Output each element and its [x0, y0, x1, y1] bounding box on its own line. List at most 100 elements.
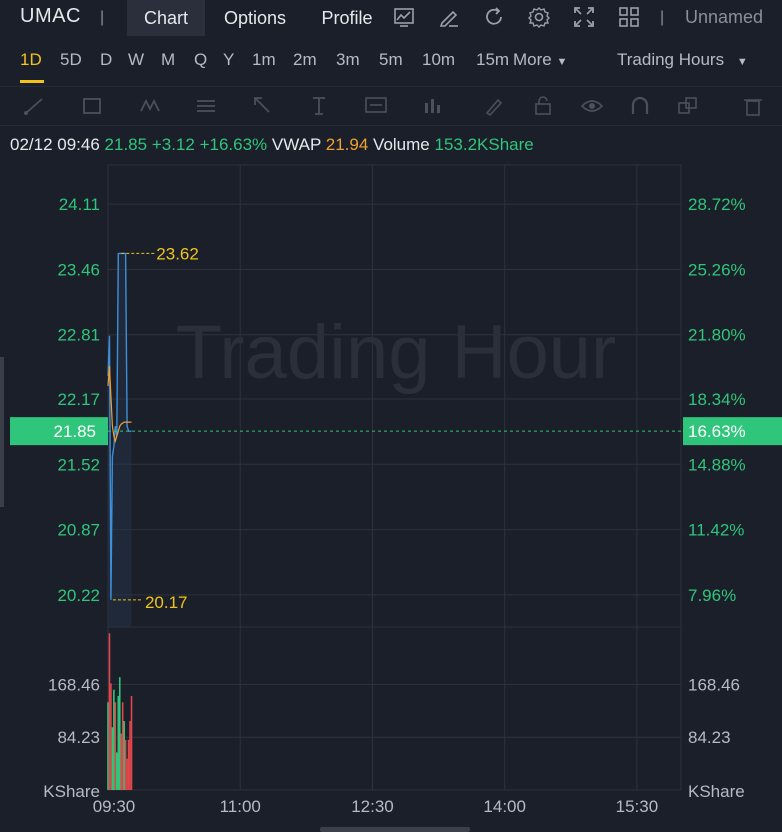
settings-icon[interactable]	[526, 4, 552, 30]
period-1m[interactable]: 1m	[252, 50, 276, 69]
volume-bar	[124, 739, 127, 790]
ticker-symbol: UMAC	[20, 5, 81, 27]
current-price-badge	[10, 417, 108, 446]
volume-bar	[114, 702, 117, 790]
pattern-icon[interactable]	[138, 93, 164, 119]
volume-bar	[107, 702, 109, 790]
period-bar: 1D 5D D W M Q Y 1m 2m 3m 5m 10m 15m More…	[0, 41, 782, 79]
refresh-icon[interactable]	[481, 4, 507, 30]
fullscreen-icon[interactable]	[571, 4, 597, 30]
pct-tick-label: 14.88%	[688, 455, 746, 474]
volume-bars	[107, 633, 133, 790]
volume-bar	[117, 695, 120, 790]
volume-bar	[130, 695, 133, 790]
period-5d[interactable]: 5D	[60, 50, 82, 69]
text-cursor-icon[interactable]	[307, 93, 333, 119]
lock-icon[interactable]	[530, 93, 556, 119]
trash-icon[interactable]	[740, 93, 766, 119]
eye-icon[interactable]	[579, 93, 605, 119]
more-label: More	[513, 50, 552, 69]
period-m[interactable]: M	[161, 50, 176, 69]
rectangle-icon[interactable]	[80, 93, 106, 119]
volume-unit-right: KShare	[688, 782, 745, 801]
high-marker-label: 23.62	[156, 244, 199, 263]
volume-bar	[108, 633, 111, 790]
x-tick-label: 12:30	[351, 797, 394, 816]
period-10m[interactable]: 10m	[422, 50, 456, 69]
x-tick-label: 09:30	[93, 797, 136, 816]
indicator-icon[interactable]	[391, 4, 417, 30]
price-line	[107, 252, 132, 600]
volume-bar	[120, 733, 123, 790]
period-5m[interactable]: 5m	[379, 50, 403, 69]
drawing-toolbar	[0, 86, 782, 126]
volume-bar	[111, 727, 114, 790]
pen-icon[interactable]	[482, 93, 508, 119]
volume-bar	[129, 721, 131, 790]
pct-tick-label: 25.26%	[688, 260, 746, 279]
period-y[interactable]: Y	[223, 50, 235, 69]
volume-bar	[110, 683, 112, 790]
group-icon[interactable]	[675, 93, 701, 119]
scroll-handle[interactable]	[320, 827, 470, 832]
current-pct-badge-text: 16.63%	[688, 422, 746, 441]
top-bar: UMAC | Chart Options Profile | Unnamed	[0, 0, 782, 36]
volume-tick-label: 168.46	[48, 675, 100, 694]
volume-unit-left: KShare	[43, 782, 100, 801]
price-tick-label: 23.46	[57, 260, 100, 279]
annotation-icon[interactable]	[363, 93, 389, 119]
divider: |	[660, 9, 665, 26]
volume-bar	[121, 702, 124, 790]
quote-change-pct: +16.63%	[199, 135, 268, 154]
pct-tick-label: 7.96%	[688, 586, 736, 605]
active-period-indicator	[20, 80, 44, 83]
price-tick-label: 21.52	[57, 455, 100, 474]
price-tick-label: 20.22	[57, 586, 100, 605]
volume-bar	[123, 721, 125, 790]
volume-bar	[116, 752, 118, 790]
layout-icon[interactable]	[616, 4, 642, 30]
period-q[interactable]: Q	[194, 50, 208, 69]
period-w[interactable]: W	[128, 50, 145, 69]
volume-tick-label-right: 84.23	[688, 728, 731, 747]
volume-label: Volume	[373, 135, 430, 154]
low-marker-label: 20.17	[145, 593, 188, 612]
volume-tick-label-right: 168.46	[688, 675, 740, 694]
x-tick-label: 14:00	[483, 797, 526, 816]
volume-tick-label: 84.23	[57, 728, 100, 747]
period-15m[interactable]: 15m	[476, 50, 510, 69]
price-lines	[107, 252, 681, 627]
period-1d[interactable]: 1D	[20, 50, 42, 69]
pct-tick-label: 21.80%	[688, 326, 746, 345]
session-dropdown[interactable]: Trading Hours ▼	[617, 50, 748, 70]
left-panel-handle[interactable]	[0, 357, 4, 507]
layout-name[interactable]: Unnamed	[685, 7, 764, 27]
magnet-icon[interactable]	[627, 93, 653, 119]
period-d[interactable]: D	[100, 50, 113, 69]
x-tick-label: 11:00	[220, 797, 261, 816]
quote-info: 02/12 09:46 21.85 +3.12 +16.63% VWAP 21.…	[10, 135, 534, 155]
caret-down-icon: ▼	[556, 56, 568, 68]
current-pct-badge	[683, 417, 782, 446]
pct-tick-label: 28.72%	[688, 195, 746, 214]
fib-icon[interactable]	[194, 93, 220, 119]
chart-watermark: Trading Hour	[176, 310, 617, 395]
volume-bar	[126, 758, 128, 790]
quote-change: +3.12	[151, 135, 195, 154]
trendline-icon[interactable]	[22, 93, 48, 119]
tab-options[interactable]: Options	[223, 8, 287, 28]
tab-profile[interactable]: Profile	[321, 8, 373, 28]
caret-down-icon: ▼	[736, 56, 748, 68]
tab-chart[interactable]: Chart	[127, 0, 205, 36]
more-periods-dropdown[interactable]: More ▼	[513, 50, 567, 70]
pct-tick-label: 18.34%	[688, 390, 746, 409]
arrow-icon[interactable]	[250, 93, 276, 119]
draw-icon[interactable]	[436, 4, 462, 30]
vwap-value: 21.94	[325, 135, 369, 154]
volume-value: 153.2KShare	[434, 135, 534, 154]
period-3m[interactable]: 3m	[336, 50, 360, 69]
bar-pattern-icon[interactable]	[420, 93, 446, 119]
period-2m[interactable]: 2m	[293, 50, 317, 69]
price-tick-label: 20.87	[57, 521, 100, 540]
